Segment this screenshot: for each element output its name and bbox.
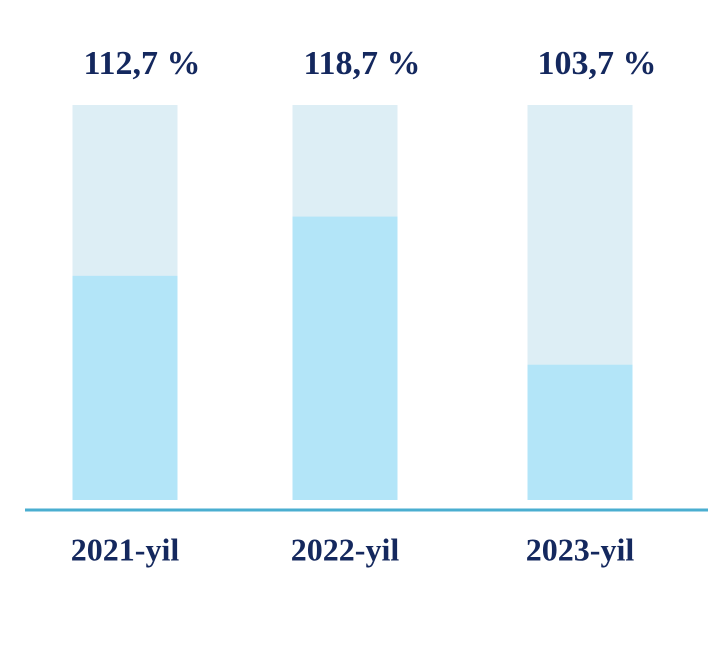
x-tick-label: 2022-yil — [291, 531, 400, 567]
x-tick-label: 2021-yil — [71, 531, 180, 567]
value-label: 103,7 % — [538, 45, 657, 82]
value-label: 112,7 % — [83, 45, 200, 82]
x-tick-label: 2023-yil — [526, 531, 635, 567]
bar — [72, 275, 178, 500]
bar — [527, 364, 633, 500]
bar — [292, 216, 398, 500]
value-label: 118,7 % — [303, 45, 420, 82]
